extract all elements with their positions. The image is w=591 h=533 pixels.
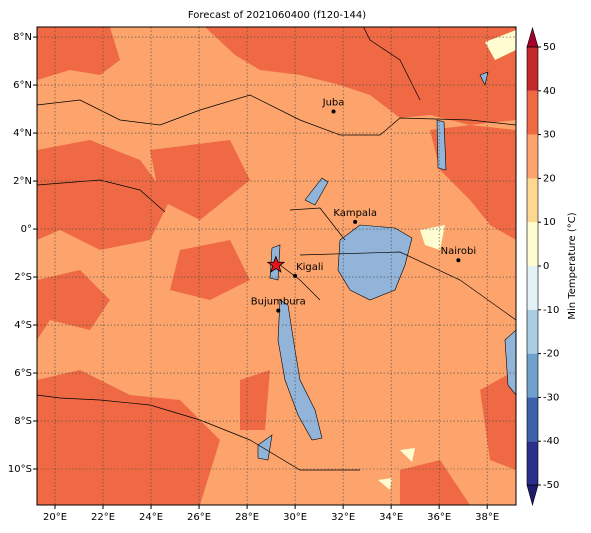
warm-patch	[400, 460, 470, 505]
colorbar-tick-label: 50	[543, 42, 556, 53]
city-dot	[276, 308, 281, 313]
colorbar-tick-label: -10	[543, 305, 559, 316]
y-tick-label: 0°	[21, 224, 32, 235]
y-tick-label: 6°N	[13, 80, 32, 91]
colorbar-level	[527, 134, 538, 179]
colorbar-level	[527, 47, 538, 91]
city-dot	[353, 219, 358, 224]
warm-patch	[240, 370, 270, 430]
x-tick-label: 22°E	[91, 512, 115, 523]
x-tick-label: 24°E	[139, 512, 163, 523]
border	[279, 264, 321, 301]
map-title: Forecast of 2021060400 (f120-144)	[188, 10, 366, 21]
colorbar-tick-label: -20	[543, 349, 559, 360]
warm-patch	[37, 140, 170, 250]
x-tick-label: 30°E	[283, 512, 307, 523]
colorbar-level	[527, 266, 538, 310]
star-marker	[266, 255, 286, 273]
y-tick-label: 4°S	[14, 320, 32, 331]
cool-patch	[400, 448, 415, 462]
border	[289, 207, 346, 241]
warm-patch	[430, 125, 516, 240]
colorbar-level	[527, 178, 538, 223]
city-label: Juba	[322, 97, 345, 108]
city-dot	[456, 258, 461, 263]
cool-patch	[378, 478, 392, 490]
warm-patch	[150, 140, 250, 220]
colorbar-tick-label: 20	[543, 173, 556, 184]
border	[37, 179, 166, 213]
y-tick-label: 2°N	[13, 176, 32, 187]
y-tick-label: 4°N	[13, 128, 32, 139]
x-tick-label: 32°E	[331, 512, 355, 523]
x-tick-label: 26°E	[187, 512, 211, 523]
city-label: Bujumbura	[251, 297, 306, 308]
lake	[277, 299, 323, 441]
colorbar-level	[527, 309, 538, 354]
border	[299, 251, 516, 321]
lake	[257, 434, 273, 461]
colorbar-under	[526, 484, 539, 507]
colorbar-tick-label: -40	[543, 436, 559, 447]
warm-patch	[37, 370, 220, 505]
y-tick-label: 2°S	[14, 272, 32, 283]
x-tick-label: 38°E	[475, 512, 499, 523]
map-field	[37, 27, 516, 505]
city-dot	[331, 109, 336, 114]
border	[37, 94, 516, 136]
x-tick-label: 28°E	[235, 512, 259, 523]
y-tick-label: 6°S	[14, 368, 32, 379]
warm-patch	[205, 27, 516, 125]
warm-patch	[37, 27, 120, 80]
border	[363, 27, 421, 101]
colorbar-level	[527, 353, 538, 398]
colorbar-over	[526, 26, 539, 48]
x-tick-label: 20°E	[43, 512, 67, 523]
cool-patch	[420, 225, 445, 250]
warm-patch	[170, 240, 250, 300]
lake	[337, 224, 413, 301]
colorbar-level	[527, 90, 538, 135]
colorbar-label: Min Temperature (°C)	[567, 212, 578, 319]
lake	[304, 177, 329, 206]
x-tick-label: 34°E	[379, 512, 403, 523]
y-tick-label: 8°N	[13, 32, 32, 43]
colorbar-tick-label: 40	[543, 86, 556, 97]
border	[37, 394, 360, 471]
colorbar-tick-label: 30	[543, 130, 556, 141]
y-tick-label: 10°S	[8, 464, 32, 475]
city-label: Kigali	[296, 262, 323, 273]
city-dot	[293, 273, 298, 278]
city-label: Kampala	[333, 208, 377, 219]
x-tick-label: 36°E	[427, 512, 451, 523]
map-frame	[36, 26, 517, 506]
cool-patch	[485, 30, 516, 60]
lake	[479, 71, 489, 86]
city-label: Nairobi	[441, 246, 477, 257]
colorbar-tick-label: -50	[543, 480, 559, 491]
warm-patch	[480, 370, 516, 470]
colorbar-level	[527, 441, 538, 485]
y-tick-label: 8°S	[14, 416, 32, 427]
colorbar-level	[527, 397, 538, 442]
colorbar-tick-label: -30	[543, 392, 559, 403]
colorbar-tick-label: 0	[543, 261, 549, 272]
lake	[504, 329, 516, 396]
colorbar-tick-label: 10	[543, 217, 556, 228]
colorbar-level	[527, 222, 538, 266]
